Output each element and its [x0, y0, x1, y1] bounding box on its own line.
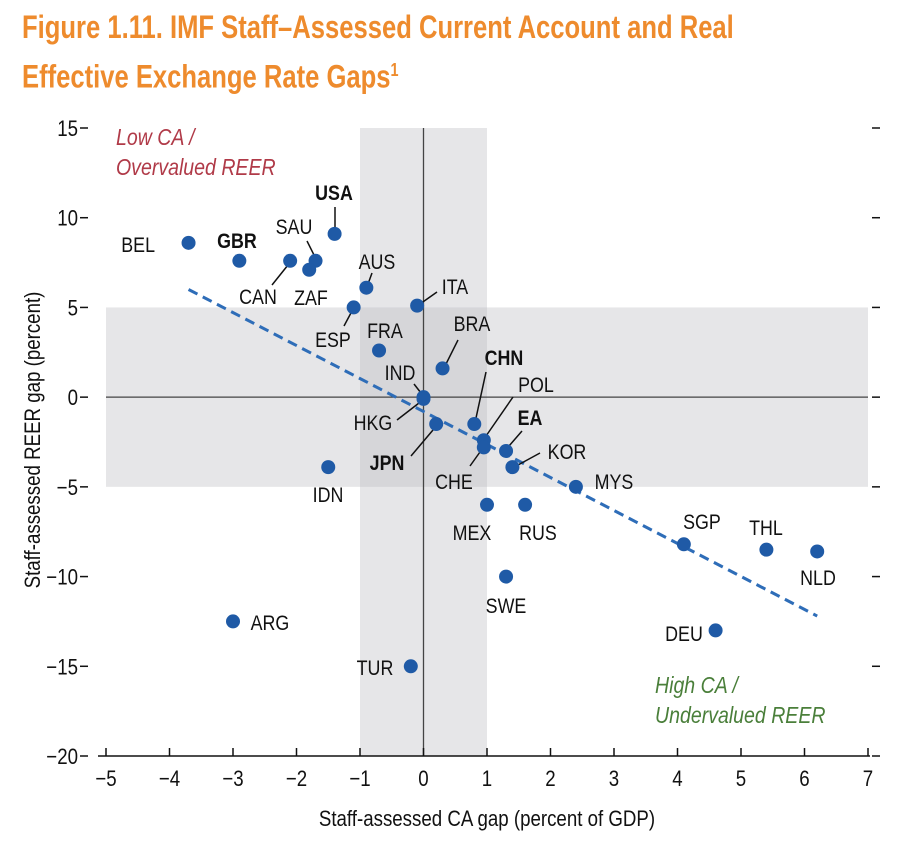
point-label-bel: BEL — [121, 234, 155, 258]
point-tur — [403, 659, 418, 674]
x-tick-label: 7 — [863, 768, 873, 792]
point-label-arg: ARG — [251, 612, 290, 636]
point-ea — [499, 443, 514, 458]
x-tick-label: −4 — [159, 768, 180, 792]
point-label-pol: POL — [518, 374, 554, 398]
leader-line-chn — [475, 371, 487, 419]
point-label-deu: DEU — [665, 623, 703, 647]
point-deu — [708, 623, 723, 638]
point-swe — [499, 569, 514, 584]
point-label-mex: MEX — [453, 522, 492, 546]
y-tick-label: −20 — [46, 746, 78, 770]
x-tick-label: 0 — [418, 768, 428, 792]
x-tick-label: 6 — [799, 768, 809, 792]
x-axis-label: Staff-assessed CA gap (percent of GDP) — [319, 808, 655, 832]
x-tick-label: 4 — [672, 768, 682, 792]
y-tick-label: 0 — [68, 387, 78, 411]
leader-line-bra — [444, 339, 459, 367]
annotation-high-ca: High CA / — [655, 673, 740, 699]
point-jpn — [429, 417, 444, 432]
y-tick-label: −15 — [46, 656, 78, 680]
point-rus — [518, 497, 533, 512]
point-gbr — [232, 253, 247, 268]
point-label-sau: SAU — [276, 216, 313, 240]
point-label-hkg: HKG — [354, 412, 393, 436]
point-nld — [810, 544, 825, 559]
point-label-fra: FRA — [367, 320, 403, 344]
point-aus — [359, 280, 374, 295]
point-ita — [410, 298, 425, 313]
leader-line-jpn — [410, 429, 434, 457]
point-label-usa: USA — [315, 182, 353, 206]
point-label-tur: TUR — [357, 657, 394, 681]
point-label-swe: SWE — [486, 595, 527, 619]
y-axis-label: Staff-assessed REER gap (percent) — [22, 292, 46, 589]
point-esp — [346, 300, 361, 315]
y-tick-label: 15 — [57, 118, 78, 142]
point-hkg — [416, 391, 431, 406]
title-line-1: Figure 1.11. IMF Staff–Assessed Current … — [22, 9, 734, 45]
point-mys — [568, 479, 583, 494]
leader-line-pol — [485, 396, 514, 437]
point-label-ind: IND — [385, 362, 416, 386]
point-label-sgp: SGP — [683, 511, 721, 535]
point-label-esp: ESP — [315, 329, 351, 353]
point-thl — [759, 542, 774, 557]
point-bra — [435, 361, 450, 376]
y-tick-label: 10 — [57, 207, 78, 231]
point-arg — [226, 614, 240, 629]
point-mex — [480, 497, 494, 512]
leader-line-che — [469, 451, 481, 467]
leader-line-ea — [508, 430, 523, 447]
point-che — [476, 440, 491, 455]
point-chn — [467, 417, 482, 432]
point-label-bra: BRA — [454, 313, 491, 337]
point-label-zaf: ZAF — [294, 287, 328, 311]
leader-line-kor — [517, 452, 541, 466]
chart-title: Figure 1.11. IMF Staff–Assessed Current … — [22, 6, 734, 99]
x-tick-label: 5 — [736, 768, 746, 792]
y-tick-label: −5 — [57, 477, 78, 501]
point-label-aus: AUS — [359, 251, 396, 275]
point-fra — [372, 343, 387, 358]
point-label-ea: EA — [518, 407, 543, 431]
point-label-nld: NLD — [800, 567, 836, 591]
x-tick-label: −5 — [95, 768, 116, 792]
point-label-jpn: JPN — [370, 452, 405, 476]
x-tick-label: −1 — [349, 768, 370, 792]
point-label-thl: THL — [749, 517, 783, 541]
point-label-mys: MYS — [595, 471, 634, 495]
point-usa — [327, 226, 342, 241]
annotation-overvalued-reer: Overvalued REER — [116, 155, 276, 181]
point-label-gbr: GBR — [217, 230, 257, 254]
x-tick-label: 1 — [482, 768, 492, 792]
x-tick-label: 2 — [545, 768, 555, 792]
annotation-low-ca: Low CA / — [116, 125, 196, 151]
point-label-can: CAN — [239, 286, 277, 310]
leader-line-can — [271, 264, 289, 286]
point-label-chn: CHN — [485, 347, 524, 371]
point-label-idn: IDN — [313, 484, 344, 508]
point-idn — [321, 460, 336, 475]
title-line-2: Effective Exchange Rate Gaps — [22, 58, 391, 95]
x-tick-label: 3 — [609, 768, 619, 792]
point-sgp — [676, 537, 691, 552]
x-tick-label: −2 — [286, 768, 307, 792]
point-can — [283, 253, 298, 268]
point-kor — [505, 460, 520, 475]
point-label-che: CHE — [435, 471, 473, 495]
point-label-rus: RUS — [519, 522, 557, 546]
y-tick-label: −10 — [46, 566, 78, 590]
point-label-kor: KOR — [548, 441, 587, 465]
point-bel — [181, 235, 196, 250]
annotation-undervalued-reer: Undervalued REER — [655, 703, 825, 729]
y-tick-label: 5 — [68, 297, 78, 321]
leader-line-hkg — [396, 402, 420, 421]
title-footnote: 1 — [390, 60, 399, 80]
point-label-ita: ITA — [442, 276, 468, 300]
x-tick-label: −3 — [222, 768, 243, 792]
point-zaf — [302, 262, 317, 277]
